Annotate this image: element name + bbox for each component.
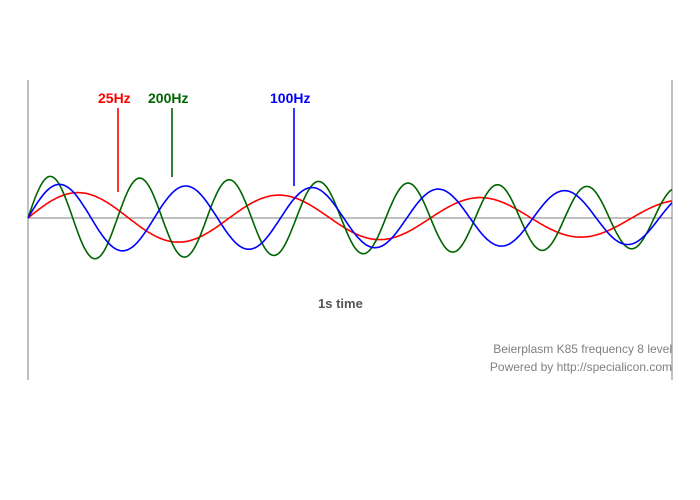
legend-25hz: 25Hz	[98, 90, 131, 106]
footer-credit: Powered by http://specialicon.com	[490, 360, 672, 374]
legend-100hz: 100Hz	[270, 90, 310, 106]
legend-200hz: 200Hz	[148, 90, 188, 106]
frequency-chart: 25Hz 200Hz 100Hz 1s time Beierplasm K85 …	[0, 0, 700, 500]
wave-plot	[0, 0, 700, 500]
footer-title: Beierplasm K85 frequency 8 level	[493, 342, 672, 356]
x-axis-label: 1s time	[318, 296, 363, 311]
